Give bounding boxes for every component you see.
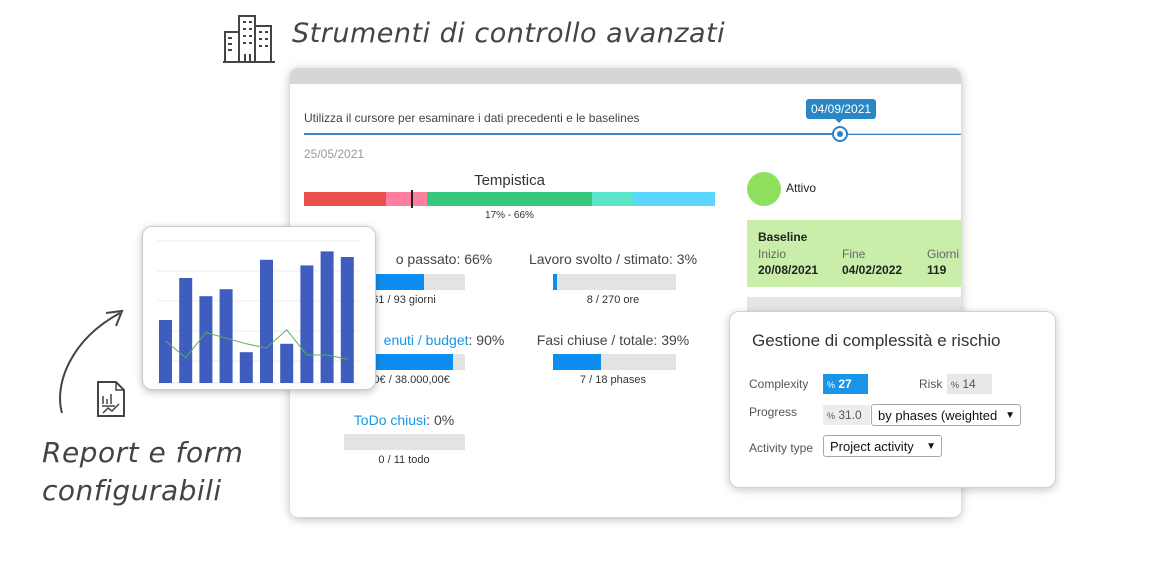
chart-bar	[300, 265, 314, 383]
chart-bar	[199, 296, 213, 383]
activity-type-value: Project activity	[830, 439, 914, 454]
costs-link[interactable]: enuti / budget	[383, 332, 469, 348]
project-window: Utilizza il cursore per esaminare i dati…	[290, 68, 961, 517]
arrow-icon	[59, 309, 124, 414]
timeline-slider-remaining[interactable]	[840, 133, 961, 134]
risk-panel: Gestione di complessità e rischio Comple…	[729, 311, 1056, 488]
activity-type-label: Activity type	[749, 441, 814, 455]
progress-value: 31.0	[838, 408, 862, 422]
chart-bar	[340, 257, 354, 383]
costs-detail: 4,00€ / 38.000,00€	[358, 374, 450, 386]
risk-label: Risk	[919, 377, 943, 391]
time-passed-title: o passato: 66%	[395, 251, 493, 267]
report-caption-line2: configurabili	[42, 474, 222, 507]
baseline-title: Baseline	[758, 230, 808, 244]
costs-percent: : 90%	[468, 332, 505, 348]
slider-hint: Utilizza il cursore per esaminare i dati…	[304, 111, 640, 125]
todo-title: ToDo chiusi: 0%	[304, 412, 504, 428]
chart-bar	[239, 352, 253, 383]
complexity-label: Complexity	[749, 377, 809, 391]
percent-icon: %	[951, 380, 960, 390]
slider-start-date: 25/05/2021	[304, 147, 365, 161]
chart-bar	[219, 289, 233, 383]
report-document-icon	[97, 381, 125, 417]
timeline-slider-handle[interactable]	[832, 126, 848, 142]
risk-value: 14	[962, 377, 976, 391]
timeline-segment	[386, 192, 428, 206]
window-title-bar	[290, 68, 961, 84]
page-heading: Strumenti di controllo avanzati	[292, 18, 726, 49]
report-chart-card	[142, 226, 376, 390]
chart-bar	[320, 251, 334, 383]
chevron-down-icon: ▼	[1005, 410, 1015, 421]
baseline-box: Baseline Inizio 20/08/2021 Fine 04/02/20…	[747, 220, 961, 287]
progress-field[interactable]: % 31.0	[823, 405, 870, 425]
complexity-value: 27	[838, 377, 852, 391]
todo-percent: : 0%	[426, 412, 455, 428]
todo-link[interactable]: ToDo chiusi	[353, 412, 427, 428]
work-bar	[553, 274, 676, 290]
phases-title: Fasi chiuse / totale: 39%	[536, 332, 690, 348]
timeline-segment	[427, 192, 592, 206]
building-icon	[223, 15, 275, 63]
timeline-bar	[304, 190, 715, 208]
chart-bar	[179, 278, 193, 383]
section-divider	[747, 297, 961, 311]
timeline-segment	[591, 192, 633, 206]
work-bar-fill	[553, 274, 557, 290]
risk-field[interactable]: % 14	[947, 374, 992, 394]
slider-date-tooltip: 04/09/2021	[806, 99, 877, 123]
timeline-title: Tempistica	[474, 172, 545, 189]
todo-detail: 0 / 11 todo	[378, 454, 430, 466]
activity-type-select[interactable]: Project activity ▼	[823, 435, 942, 457]
chart-trend-line	[165, 329, 348, 360]
timeline-segment	[304, 192, 387, 206]
baseline-end-value: 04/02/2022	[842, 263, 903, 277]
chart-bar	[260, 259, 273, 383]
baseline-start-label: Inizio	[758, 247, 787, 261]
work-detail: 8 / 270 ore	[586, 294, 640, 306]
complexity-field[interactable]: % 27	[823, 374, 868, 394]
progress-label: Progress	[749, 405, 798, 419]
baseline-start-value: 20/08/2021	[758, 263, 819, 277]
timeline-range: 17% - 66%	[485, 210, 534, 221]
baseline-days-label: Giorni	[927, 247, 960, 261]
percent-icon: %	[827, 380, 836, 390]
work-title: Lavoro svolto / stimato: 3%	[528, 251, 698, 267]
phases-detail: 7 / 18 phases	[579, 374, 647, 386]
timeline-segment	[632, 192, 715, 206]
status-label: Attivo	[786, 181, 817, 195]
percent-icon: %	[827, 411, 836, 421]
costs-title: enuti / budget: 90%	[344, 332, 544, 348]
timeline-slider-track[interactable]	[304, 133, 961, 135]
report-caption-line1: Report e form	[42, 436, 244, 469]
baseline-end-label: Fine	[842, 247, 866, 261]
chevron-down-icon: ▼	[926, 441, 936, 452]
risk-panel-title: Gestione di complessità e rischio	[752, 331, 1001, 350]
status-indicator	[747, 172, 781, 206]
timeline-today-marker	[410, 190, 413, 208]
todo-bar	[344, 434, 465, 450]
phases-bar-fill	[553, 354, 601, 370]
report-caption: Report e form configurabili	[42, 434, 243, 510]
progress-mode-value: by phases (weighted	[878, 408, 998, 423]
chart-bar	[280, 343, 294, 383]
baseline-days-value: 119	[927, 263, 947, 277]
progress-mode-select[interactable]: by phases (weighted ▼	[871, 404, 1021, 426]
report-chart	[157, 240, 361, 384]
chart-bar	[159, 320, 172, 383]
time-passed-detail: 61 / 93 giorni	[372, 294, 436, 306]
phases-bar	[553, 354, 676, 370]
